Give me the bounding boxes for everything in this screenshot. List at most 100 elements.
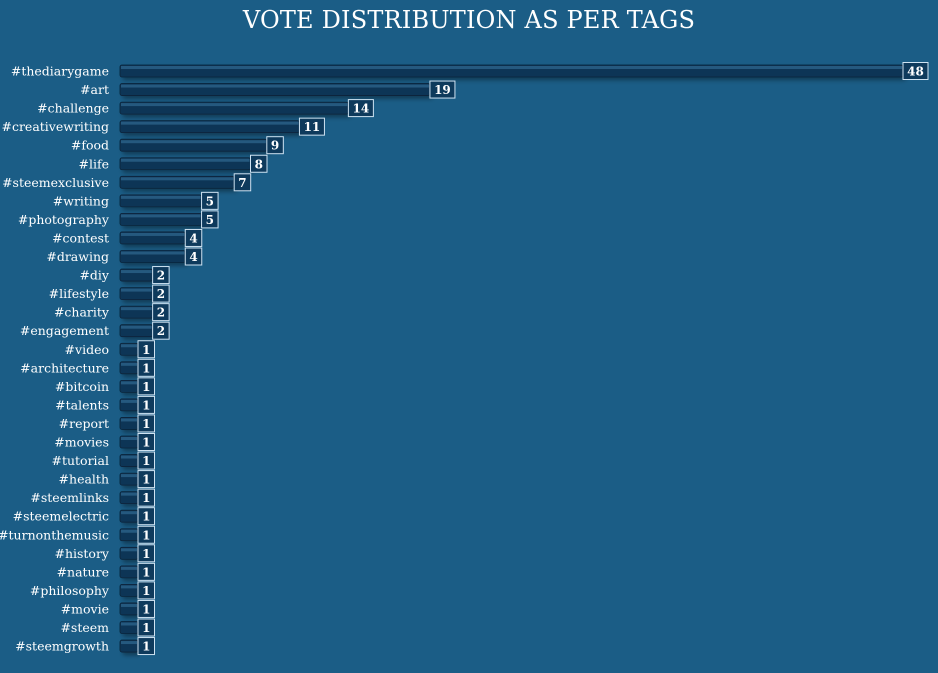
- bar-highlight: [121, 288, 152, 292]
- category-label: #drawing: [46, 249, 109, 264]
- value-label: 1: [142, 417, 150, 431]
- value-label: 1: [142, 510, 150, 524]
- value-label: 1: [142, 602, 150, 616]
- value-label: 1: [142, 398, 150, 412]
- category-label: #steemlinks: [30, 490, 109, 505]
- value-label: 1: [142, 436, 150, 450]
- value-label-box: [201, 210, 219, 229]
- bar-highlight: [121, 455, 137, 459]
- value-label-box: [137, 618, 155, 637]
- value-label-box: [137, 395, 155, 414]
- bar-highlight: [121, 140, 266, 144]
- value-label: 2: [157, 287, 165, 301]
- value-label: 1: [142, 621, 150, 635]
- bar-highlight: [121, 418, 137, 422]
- value-label-box: [137, 562, 155, 581]
- bar-highlight: [121, 622, 137, 626]
- value-label: 4: [189, 250, 197, 264]
- bar-highlight: [121, 177, 234, 181]
- category-label: #contest: [52, 230, 109, 245]
- value-label: 1: [142, 565, 150, 579]
- category-label: #steem: [60, 620, 109, 635]
- bar-highlight: [121, 344, 137, 348]
- value-label: 48: [907, 65, 924, 79]
- value-label: 1: [142, 584, 150, 598]
- value-label: 4: [189, 231, 197, 245]
- category-label: #philosophy: [30, 583, 110, 598]
- value-label: 1: [142, 380, 150, 394]
- bar-highlight: [121, 307, 152, 311]
- bar-highlight: [121, 381, 137, 385]
- value-label-box: [347, 99, 374, 118]
- category-label: #nature: [57, 564, 109, 579]
- category-label: #challenge: [37, 101, 109, 116]
- bar-highlight: [121, 566, 137, 570]
- value-label-box: [137, 340, 155, 359]
- value-label-box: [201, 191, 219, 210]
- value-label-box: [266, 136, 284, 155]
- bar-highlight: [121, 325, 152, 329]
- bar-highlight: [121, 103, 348, 107]
- category-label: #talents: [55, 397, 109, 412]
- value-label-box: [137, 507, 155, 526]
- bars-layer: #thediarygame 48#art 19#challenge 14#creati…: [0, 62, 929, 656]
- value-label-box: [137, 544, 155, 563]
- value-label-box: [902, 62, 929, 80]
- bar-highlight: [121, 84, 429, 88]
- category-label: #report: [59, 416, 109, 431]
- category-label: #food: [71, 138, 109, 153]
- bar-highlight: [121, 232, 185, 236]
- value-label: 1: [142, 528, 150, 542]
- bar-highlight: [121, 474, 137, 478]
- category-label: #movie: [61, 601, 109, 616]
- bar-highlight: [121, 548, 137, 552]
- value-label-box: [137, 433, 155, 451]
- bar-highlight: [121, 399, 137, 403]
- value-label-box: [137, 599, 155, 618]
- value-label: 9: [271, 139, 279, 153]
- value-label: 1: [142, 343, 150, 357]
- value-label-box: [152, 266, 170, 285]
- bar-highlight: [121, 529, 137, 533]
- category-label: #bitcoin: [55, 379, 109, 394]
- bar-highlight: [121, 585, 137, 589]
- value-label-box: [250, 154, 268, 173]
- value-label-box: [137, 581, 155, 600]
- value-label-box: [233, 173, 252, 192]
- category-label: #history: [54, 546, 109, 561]
- category-label: #writing: [53, 193, 109, 208]
- category-label: #steemelectric: [13, 509, 109, 524]
- category-label: #video: [65, 342, 109, 357]
- bar-highlight: [121, 603, 137, 607]
- bar-highlight: [121, 251, 185, 255]
- bar-highlight: [121, 641, 137, 645]
- value-label-box: [184, 247, 203, 266]
- value-label-box: [137, 525, 155, 544]
- value-label-box: [137, 637, 155, 656]
- category-label: #tutorial: [51, 453, 109, 468]
- category-label: #engagement: [20, 323, 109, 338]
- category-label: #charity: [54, 305, 110, 320]
- bar-highlight: [121, 362, 137, 366]
- value-label: 5: [206, 213, 214, 227]
- value-label: 2: [157, 324, 165, 338]
- bar-highlight: [121, 66, 902, 69]
- value-label-box: [137, 488, 155, 507]
- value-label: 1: [142, 640, 150, 654]
- category-label: #lifestyle: [49, 286, 109, 301]
- value-label-box: [298, 117, 325, 136]
- value-label: 5: [206, 194, 214, 208]
- bar-highlight: [121, 121, 299, 125]
- value-label: 2: [157, 269, 165, 283]
- value-label: 1: [142, 547, 150, 561]
- category-label: #steemexclusive: [2, 175, 109, 190]
- bar-highlight: [121, 511, 137, 515]
- bar-highlight: [121, 195, 201, 199]
- category-label: #architecture: [20, 360, 109, 375]
- category-label: #turnonthemusic: [0, 527, 109, 542]
- value-label: 1: [142, 473, 150, 487]
- value-label-box: [137, 414, 155, 433]
- value-label-box: [152, 321, 170, 340]
- value-label: 1: [142, 361, 150, 375]
- value-label: 11: [304, 120, 321, 134]
